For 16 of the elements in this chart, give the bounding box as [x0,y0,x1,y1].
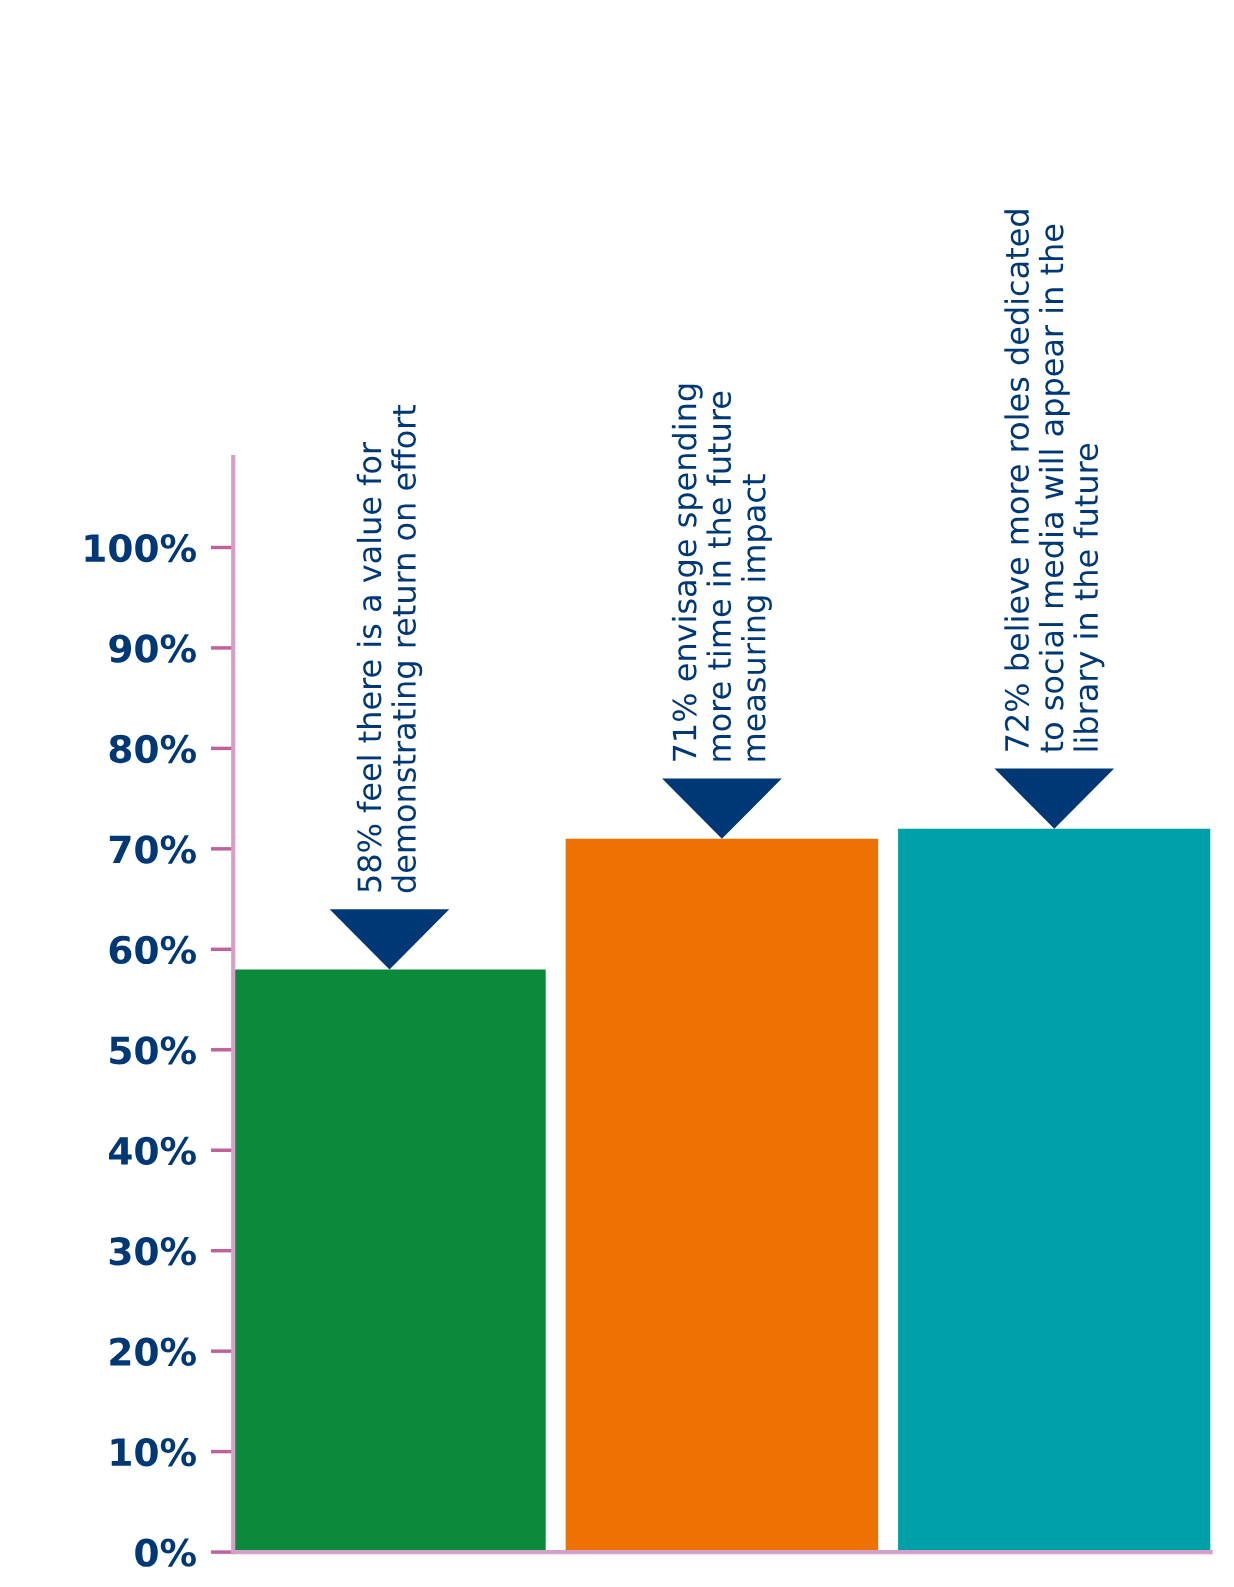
y-tick-label: 80% [109,734,196,764]
annotation: 58% feel there is a value for demonstrating return on effort [356,404,423,893]
y-tick-label: 90% [109,634,196,663]
annotation: 72% believe more roles dedicated to social media will appear in the library in the future [1004,210,1105,753]
annotation: 71% envisage spending more time in the future measuring impact [671,384,772,761]
y-tick-label: 0% [135,1538,196,1567]
y-tick-label: 70% [109,835,196,864]
y-tick-label: 50% [110,1036,196,1065]
bar [565,838,879,1553]
y-tick-label: 60% [109,935,196,965]
bar [898,828,1211,1553]
y-tick-label: 30% [109,1237,196,1266]
y-tick-label: 10% [111,1438,196,1467]
y-tick-label: 40% [109,1136,196,1166]
y-tick-label: 100% [85,533,196,563]
y-tick-label: 20% [110,1337,196,1366]
